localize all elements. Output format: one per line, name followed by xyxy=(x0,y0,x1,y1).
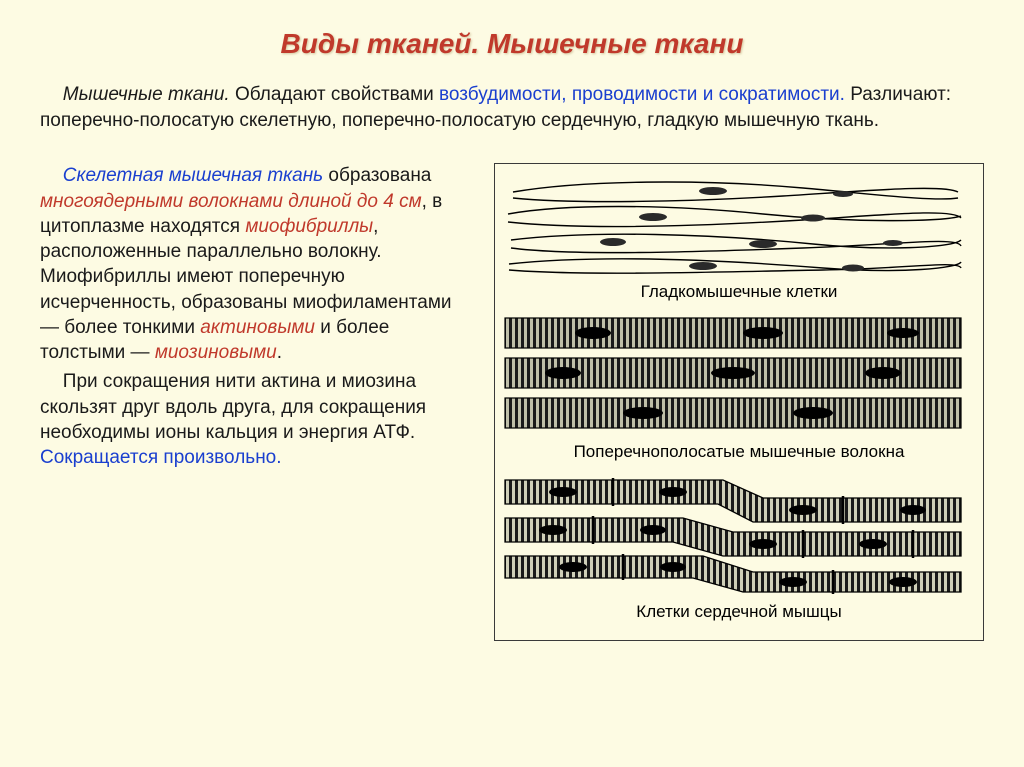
paragraph-2: При сокращения нити актина и миозина ско… xyxy=(40,369,470,470)
p1-t5: . xyxy=(277,342,282,363)
page-title: Виды тканей. Мышечные ткани xyxy=(40,28,984,60)
intro-t1: Обладают свойствами xyxy=(230,84,439,105)
figure-striated xyxy=(503,314,975,434)
p1-red4: миозиновыми xyxy=(155,342,277,363)
left-column: Скелетная мышечная ткань образована мног… xyxy=(40,163,470,641)
striated-svg xyxy=(503,314,963,434)
intro-blue-1: возбудимости, проводимости и сократимост… xyxy=(439,84,845,105)
intro-paragraph: Мышечные ткани. Обладают свойствами возб… xyxy=(40,82,984,133)
intro-lead: Мышечные ткани. xyxy=(63,84,230,105)
figure-smooth xyxy=(503,174,975,274)
slide-page: Виды тканей. Мышечные ткани Мышечные тка… xyxy=(0,0,1024,661)
right-diagram-panel: Гладкомышечные клетки xyxy=(494,163,984,641)
smooth-svg xyxy=(503,174,963,274)
caption-cardiac: Клетки сердечной мышцы xyxy=(503,602,975,622)
p1-red1: многоядерными волокнами длиной до 4 см xyxy=(40,191,422,212)
cardiac-svg xyxy=(503,474,963,594)
p1-red3: актиновыми xyxy=(200,317,315,338)
p2-t1: При сокращения нити актина и миозина ско… xyxy=(40,371,426,443)
p2-blue: Сокращается произвольно. xyxy=(40,447,282,468)
p1-lead: Скелетная мышечная ткань xyxy=(63,165,323,186)
paragraph-1: Скелетная мышечная ткань образована мног… xyxy=(40,163,470,365)
p1-red2: миофибриллы xyxy=(245,216,373,237)
figure-cardiac xyxy=(503,474,975,594)
p1-t1: образована xyxy=(323,165,431,186)
content-columns: Скелетная мышечная ткань образована мног… xyxy=(40,163,984,641)
caption-smooth: Гладкомышечные клетки xyxy=(503,282,975,302)
caption-striated: Поперечнополосатые мышечные волокна xyxy=(503,442,975,462)
